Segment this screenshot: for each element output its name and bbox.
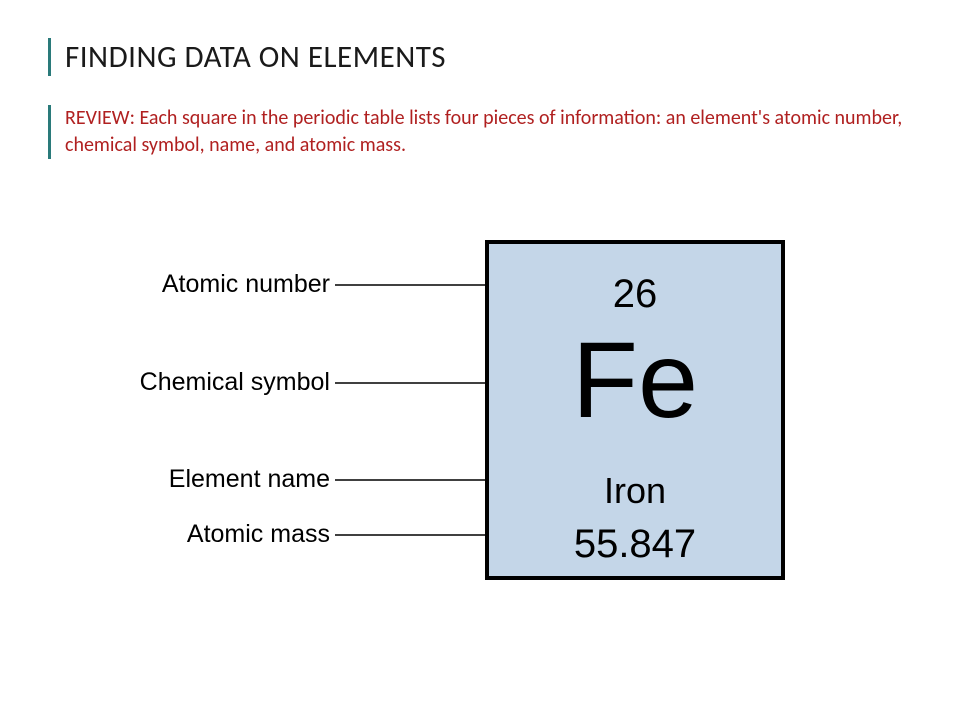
review-bar: REVIEW: Each square in the periodic tabl… <box>48 105 920 159</box>
element-diagram: Atomic number Chemical symbol Element na… <box>130 230 830 630</box>
chemical-symbol-value: Fe <box>489 326 781 434</box>
element-name-value: Iron <box>489 470 781 512</box>
atomic-number-value: 26 <box>489 272 781 317</box>
review-text: REVIEW: Each square in the periodic tabl… <box>65 105 920 159</box>
page-title: FINDING DATA ON ELEMENTS <box>65 38 446 76</box>
label-chemical-symbol: Chemical symbol <box>130 368 330 397</box>
label-element-name: Element name <box>130 465 330 494</box>
atomic-mass-value: 55.847 <box>489 522 781 567</box>
title-bar: FINDING DATA ON ELEMENTS <box>48 38 446 76</box>
label-atomic-number: Atomic number <box>130 270 330 299</box>
element-box: 26 Fe Iron 55.847 <box>485 240 785 580</box>
label-atomic-mass: Atomic mass <box>130 520 330 549</box>
